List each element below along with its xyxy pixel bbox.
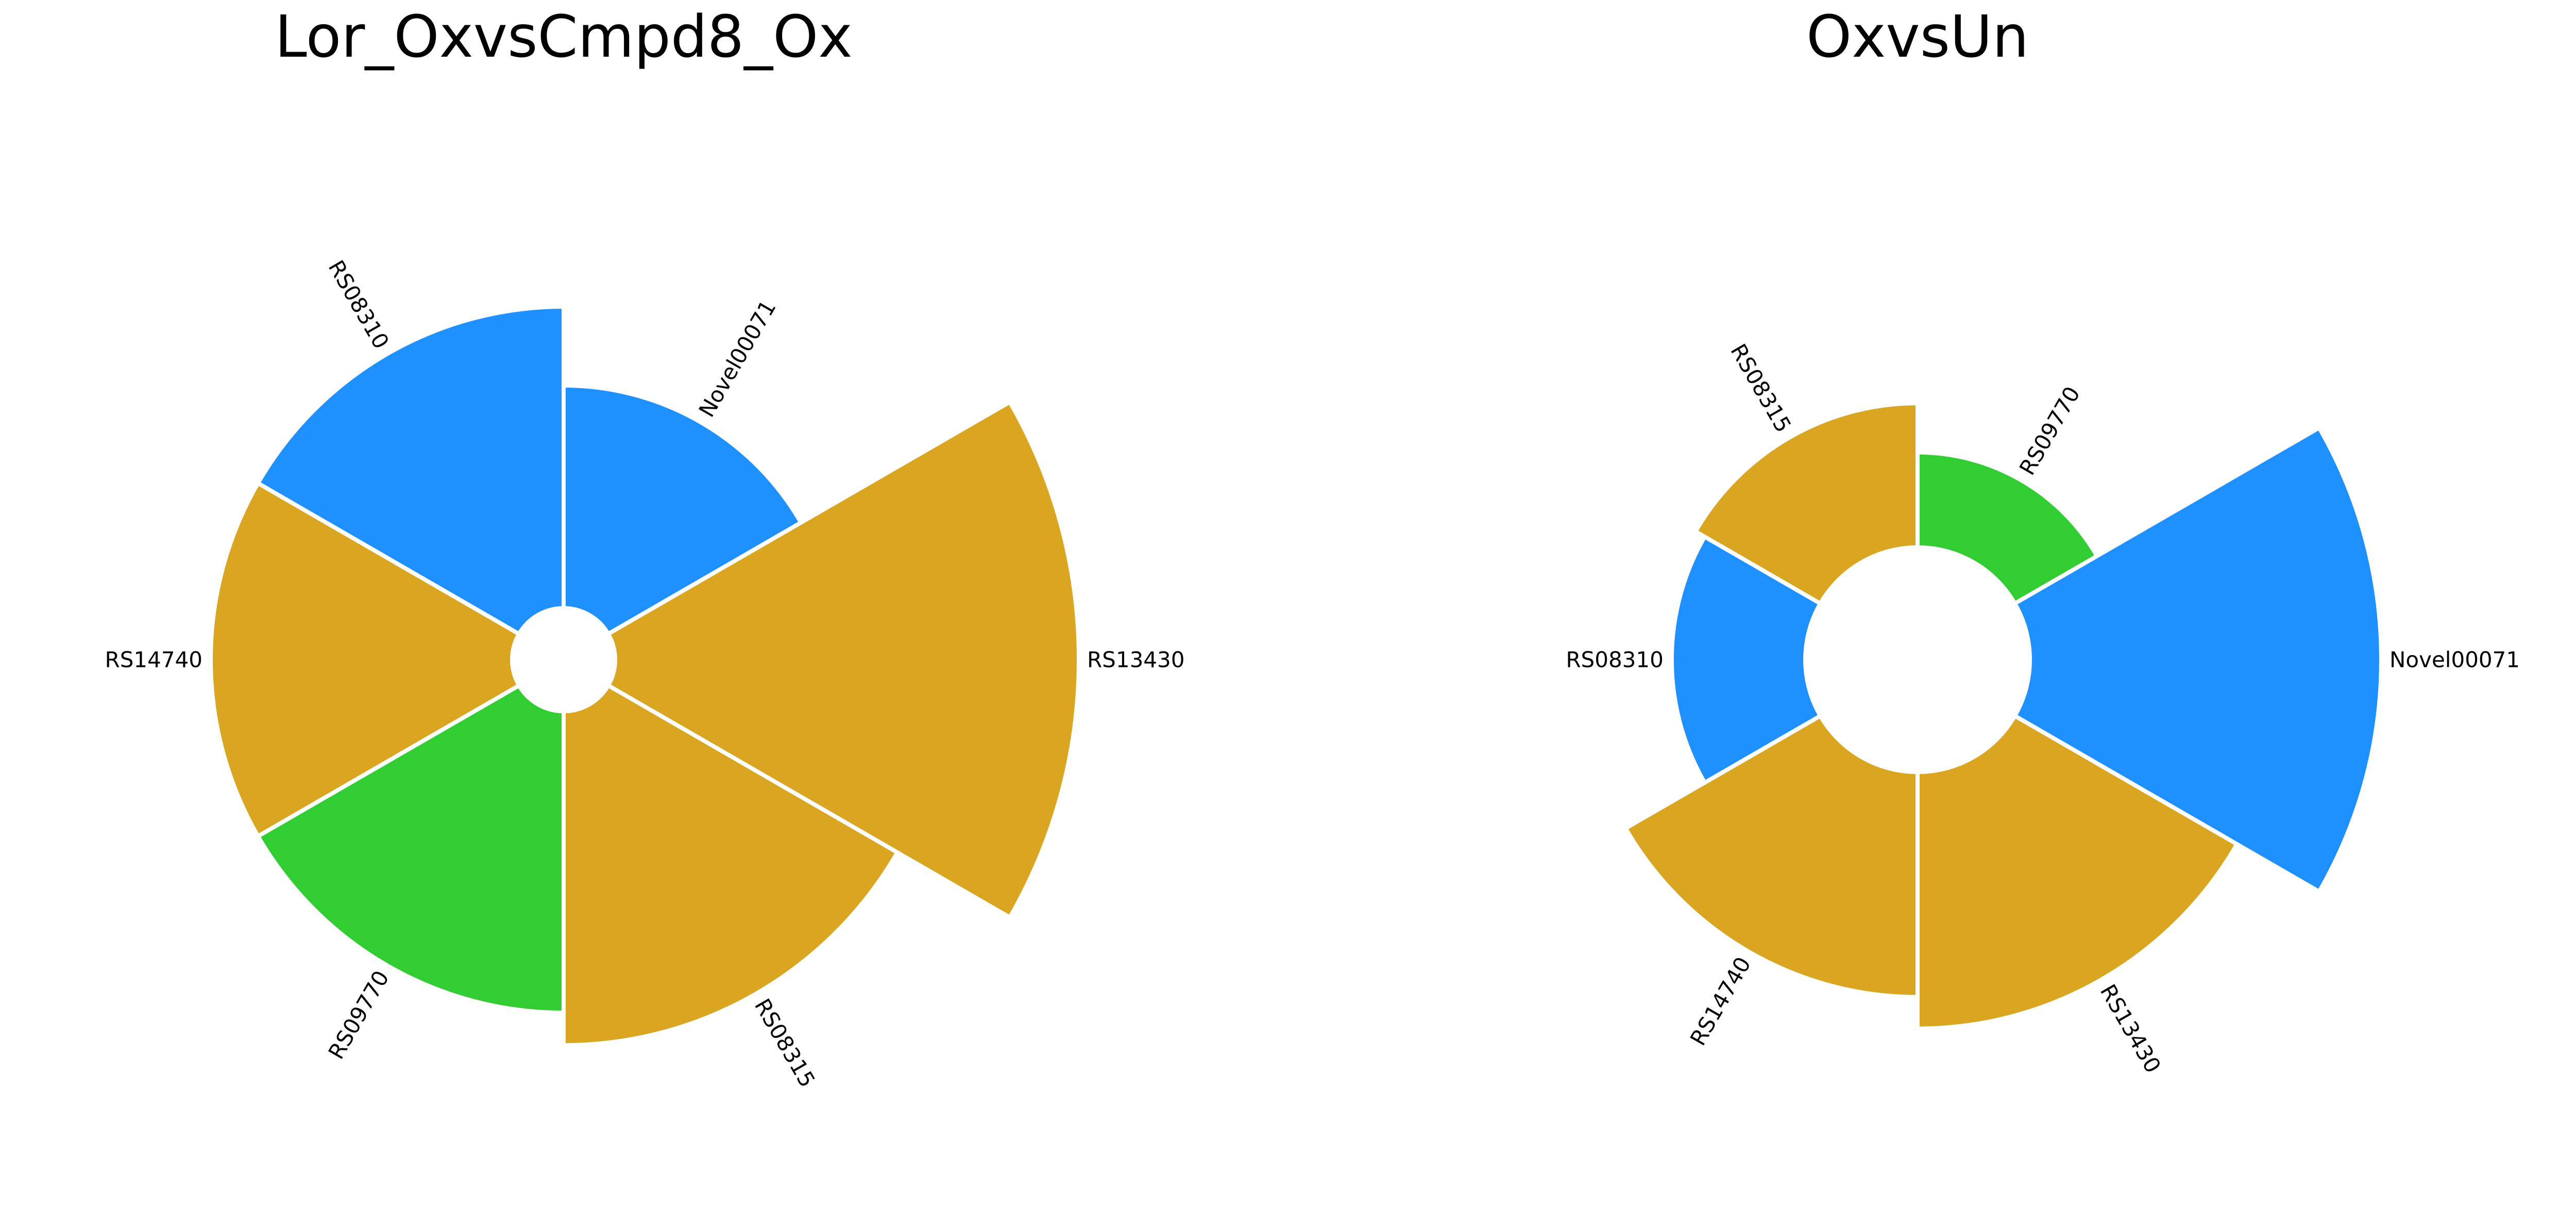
chart-title: OxvsUn — [1806, 4, 2029, 71]
bar-wedge-novel00071 — [562, 383, 804, 637]
bar-label-rs09770: RS09770 — [2014, 382, 2085, 480]
bar-wedge-rs14740 — [1622, 713, 1920, 999]
bar-label-rs14740: RS14740 — [105, 647, 202, 673]
bar-label-rs13430: RS13430 — [1087, 647, 1184, 673]
chart-title: Lor_OxvsCmpd8_Ox — [275, 4, 852, 71]
bar-label-rs14740: RS14740 — [1685, 952, 1756, 1050]
circular-bar-chart-1: Lor_OxvsCmpd8_Ox Novel00071 RS13430 RS0831… — [105, 4, 1185, 1092]
circular-bar-chart-2: OxvsUn RS09770 Novel00071 RS13430 RS14740 RS… — [1566, 4, 2520, 1077]
bar-wedge-rs09770 — [255, 682, 566, 1015]
bar-wedge-rs14740 — [209, 480, 522, 839]
wedges — [209, 304, 1081, 1048]
bar-wedge-rs13430 — [605, 399, 1081, 920]
bar-label-rs08310: RS08310 — [324, 256, 394, 354]
bar-label-rs08315: RS08315 — [750, 994, 820, 1092]
bar-label-rs13430: RS13430 — [2095, 980, 2166, 1078]
bar-label-rs08315: RS08315 — [1725, 340, 1796, 437]
bar-label-rs09770: RS09770 — [324, 966, 394, 1064]
wedges — [1622, 401, 2383, 1031]
bar-label-novel00071: Novel00071 — [2389, 647, 2520, 673]
bar-label-rs08310: RS08310 — [1566, 647, 1663, 673]
bar-label-novel00071: Novel00071 — [694, 296, 781, 422]
bar-wedge-rs08315 — [1692, 401, 1920, 607]
bar-wedge-rs08310 — [255, 304, 566, 637]
bar-wedge-rs09770 — [1916, 450, 2100, 607]
bar-wedge-rs08315 — [562, 682, 901, 1048]
bar-wedge-rs08310 — [1669, 533, 1823, 786]
bar-wedge-novel00071 — [2012, 425, 2383, 895]
bar-wedge-rs13430 — [1916, 713, 2240, 1031]
